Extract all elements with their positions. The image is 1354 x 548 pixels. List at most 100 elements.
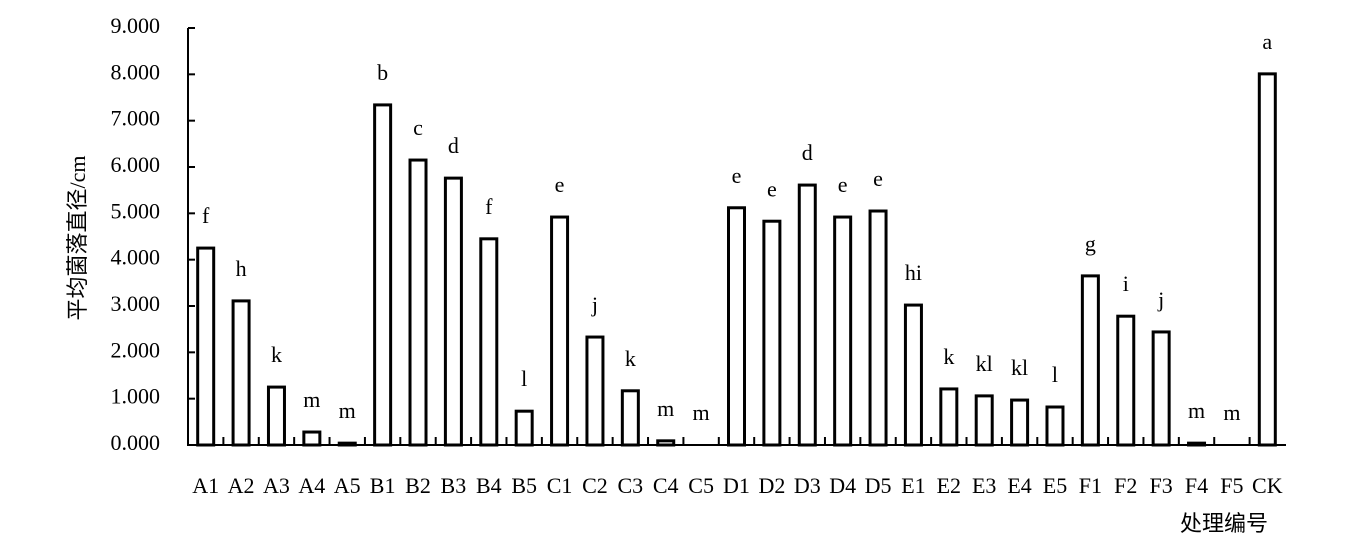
bar	[550, 215, 570, 447]
x-tick-label: C3	[617, 473, 643, 498]
x-tick-label: D1	[723, 473, 750, 498]
significance-letter: c	[413, 115, 423, 140]
significance-letter: j	[591, 292, 598, 317]
x-tick-label: F3	[1150, 473, 1173, 498]
y-tick-label: 3.000	[111, 291, 161, 316]
significance-letter: m	[303, 387, 320, 412]
x-tick-label: E1	[901, 473, 925, 498]
significance-letter: m	[1223, 400, 1240, 425]
significance-letter: j	[1157, 287, 1164, 312]
y-tick-label: 8.000	[111, 59, 161, 84]
y-tick-label: 4.000	[111, 245, 161, 270]
significance-letter: kl	[976, 351, 993, 376]
x-tick-label: E2	[937, 473, 961, 498]
bar	[903, 303, 923, 447]
bar	[302, 430, 322, 447]
x-tick-label: D2	[758, 473, 785, 498]
bar	[797, 183, 817, 447]
significance-letter: k	[625, 346, 636, 371]
bar	[337, 441, 357, 447]
bar	[1080, 274, 1100, 447]
significance-letter: f	[202, 203, 210, 228]
bar	[1116, 314, 1136, 447]
significance-letter: g	[1085, 231, 1096, 256]
x-tick-label: D5	[865, 473, 892, 498]
significance-letter: d	[448, 133, 459, 158]
significance-letter: e	[555, 172, 565, 197]
bar	[266, 385, 286, 447]
y-tick-label: 0.000	[111, 430, 161, 455]
y-axis-label: 平均菌落直径/cm	[65, 156, 90, 321]
significance-letter: e	[838, 172, 848, 197]
bar	[585, 335, 605, 447]
bar	[443, 176, 463, 447]
bar	[514, 409, 534, 447]
y-tick-label: 5.000	[111, 198, 161, 223]
significance-letter: m	[1188, 398, 1205, 423]
y-tick-label: 1.000	[111, 384, 161, 409]
x-tick-label: F5	[1220, 473, 1243, 498]
x-tick-label: C1	[547, 473, 573, 498]
significance-letter: a	[1262, 29, 1272, 54]
x-tick-label: C2	[582, 473, 608, 498]
x-tick-label: F4	[1185, 473, 1208, 498]
x-tick-label: E5	[1043, 473, 1067, 498]
bar	[974, 394, 994, 447]
x-tick-label: A2	[228, 473, 255, 498]
x-tick-label: F1	[1079, 473, 1102, 498]
y-tick-label: 9.000	[111, 13, 161, 38]
bar	[1010, 398, 1030, 447]
x-axis-label: 处理编号	[1180, 511, 1268, 536]
bar	[762, 219, 782, 447]
bar	[727, 206, 746, 447]
x-tick-label: A3	[263, 473, 290, 498]
x-tick-label: E4	[1007, 473, 1031, 498]
x-tick-label: B1	[370, 473, 396, 498]
x-tick-label: D3	[794, 473, 821, 498]
significance-letter: i	[1123, 271, 1129, 296]
y-tick-label: 7.000	[111, 106, 161, 131]
significance-letter: kl	[1011, 355, 1028, 380]
significance-letter: f	[485, 194, 493, 219]
x-tick-label: A5	[334, 473, 361, 498]
bar	[1045, 405, 1065, 447]
bar	[1187, 441, 1207, 447]
bar	[656, 439, 676, 447]
bar	[408, 158, 428, 447]
significance-letter: hi	[905, 260, 922, 285]
significance-letter: m	[657, 396, 674, 421]
bar	[1257, 72, 1277, 447]
x-tick-label: C4	[653, 473, 679, 498]
significance-letter: d	[802, 140, 813, 165]
significance-letter: h	[236, 256, 247, 281]
significance-letter: l	[1052, 362, 1058, 387]
x-tick-label: E3	[972, 473, 996, 498]
bar	[196, 246, 216, 447]
significance-letter: e	[767, 176, 777, 201]
x-tick-label: CK	[1252, 473, 1283, 498]
significance-letter: e	[732, 163, 742, 188]
x-tick-label: B4	[476, 473, 502, 498]
x-tick-label: C5	[688, 473, 714, 498]
significance-letter: k	[943, 344, 954, 369]
x-tick-label: F2	[1114, 473, 1137, 498]
bar	[833, 215, 853, 447]
bar	[1151, 330, 1171, 447]
bar	[620, 389, 640, 447]
bar	[939, 387, 959, 447]
significance-letter: k	[271, 342, 282, 367]
significance-letter: b	[377, 60, 388, 85]
x-tick-label: D4	[829, 473, 856, 498]
significance-letter: e	[873, 166, 883, 191]
bar	[231, 299, 251, 447]
bar	[479, 237, 499, 447]
y-tick-label: 2.000	[111, 337, 161, 362]
significance-letter: l	[521, 366, 527, 391]
x-tick-label: A4	[298, 473, 325, 498]
x-tick-label: B5	[511, 473, 537, 498]
x-tick-label: B2	[405, 473, 431, 498]
bar	[868, 209, 888, 447]
significance-letter: m	[339, 398, 356, 423]
x-tick-label: B3	[441, 473, 467, 498]
